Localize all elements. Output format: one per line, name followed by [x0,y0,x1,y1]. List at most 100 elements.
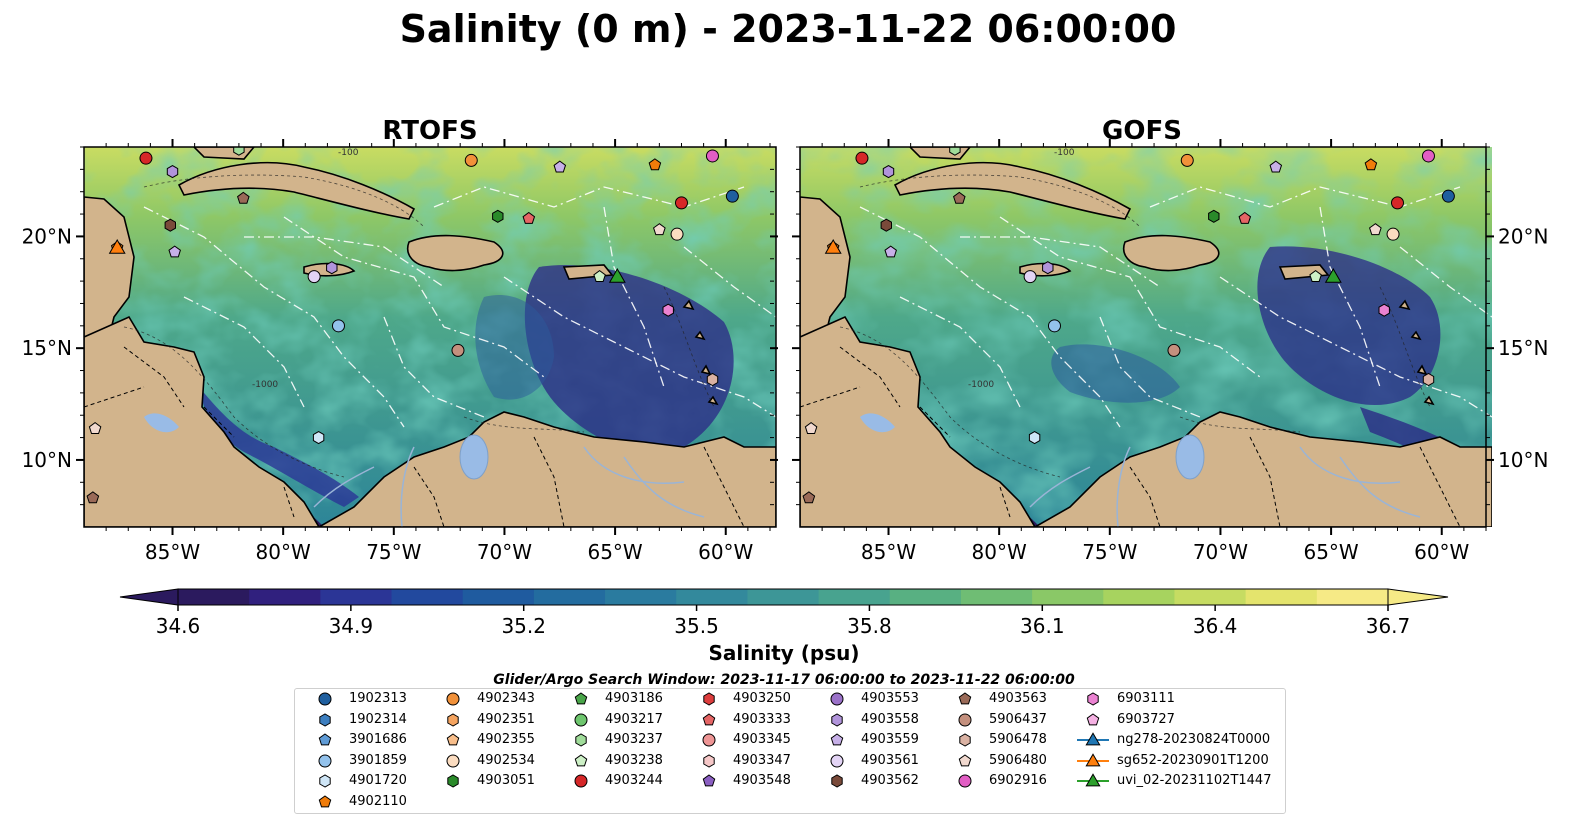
lon-tick-label: 75°W [366,540,421,564]
float-marker-4903559 [553,160,567,173]
contour-label-1000: -1000 [968,380,994,390]
float-marker-3901859 [331,319,345,333]
float-marker-4903563 [802,491,816,504]
float-marker-4903559 [1269,160,1283,173]
lon-tick-label: 85°W [861,540,916,564]
float-marker-4902534 [1386,227,1400,241]
legend-hexagon [703,754,715,768]
legend-marker-pentagon [318,795,332,808]
legend-circle [702,733,716,747]
lat-tick-label: 15°N [22,336,72,360]
float-marker-4902343 [464,153,478,167]
legend-marker-hexagon [703,754,715,768]
float-marker-4902110 [1364,158,1378,171]
legend-label: 1902314 [349,711,407,727]
float-marker-6902916 [705,149,719,163]
legend-marker-circle [318,754,332,768]
legend-label: sg652-20230901T1200 [1117,752,1269,768]
float-marker-5906478 [706,372,719,387]
float-marker-4903559 [168,245,181,258]
float-marker-4903244 [674,196,688,210]
colorbar-label: Salinity (psu) [708,641,859,665]
float-marker-4903238 [1309,269,1322,282]
legend-marker-hexagon [575,733,587,747]
float-markers [86,147,739,504]
float-marker-4903563 [86,491,100,504]
legend-label: 5906480 [989,752,1047,768]
lat-tick-label: 10°N [1498,448,1548,472]
legend-marker-pentagon [958,692,972,705]
colorbar-segment [960,589,1033,605]
float-marker-5906480 [1369,223,1382,236]
colorbar-segment [818,589,891,605]
float-marker-4903558 [166,165,179,179]
fresh-water-patch [524,265,734,454]
float-marker-4903562 [880,218,892,232]
panel-title-rtofs: RTOFS [382,116,477,146]
legend-hexagon [703,692,715,706]
float-marker-4903333 [522,211,536,224]
legend-label: 4903347 [733,752,791,768]
lake-maracaibo [1175,434,1205,480]
legend-label: 4903217 [605,711,663,727]
lon-tick-label: 75°W [1082,540,1137,564]
colorbar-tick-label: 36.4 [1193,614,1238,638]
lon-tick-label: 65°W [587,540,642,564]
legend-hexagon [1087,692,1099,706]
lat-tick-label: 20°N [22,224,72,248]
glider-marker-sg652-20230901T1200 [824,238,842,254]
legend-marker-pentagon [446,733,460,746]
colorbar-segment [747,589,820,605]
legend-hexagon [959,733,971,747]
legend-label: 4901720 [349,773,407,789]
legend-label: 6903727 [1117,711,1175,727]
legend-label: 4903250 [733,691,791,706]
colorbar-segment [1316,589,1389,605]
legend-label: 4903558 [861,711,919,727]
colorbar-tick-label: 36.1 [1020,614,1065,638]
float-marker-4902110 [648,158,662,171]
legend-marker-circle [958,713,972,727]
float-marker-4903563 [953,191,966,204]
legend-circle [830,754,844,768]
legend-label: 4902343 [477,691,535,706]
colorbar-segment [1245,589,1318,605]
legend-pentagon [830,733,844,746]
lon-tick-label: 65°W [1303,540,1358,564]
legend-label: 4903237 [605,732,663,748]
float-marker-3901859 [1047,319,1061,333]
float-marker-4901720 [1028,431,1041,445]
lat-tick-label: 15°N [1498,336,1548,360]
colorbar-segment [320,589,393,605]
depth-contours [123,174,715,478]
colorbar-extend-min [119,588,179,606]
contour-label-100: -100 [338,148,359,158]
legend-marker-pentagon [574,754,588,767]
fresh-water-patch-2 [475,295,554,400]
legend-label: uvi_02-20231102T1447 [1117,773,1272,789]
legend-marker-circle [958,774,972,788]
depth-contours [839,174,1431,478]
legend-pentagon [318,733,332,746]
legend-marker-circle [830,692,844,706]
eez-boundaries [859,186,1492,428]
lake-nicaragua [860,413,895,433]
legend-label: 4903333 [733,711,791,727]
fresh-water-patch-2 [1051,344,1180,403]
colorbar-tick-label: 36.7 [1366,614,1411,638]
legend-label: 4903186 [605,691,663,706]
legend-triangle [1085,732,1101,746]
float-marker-1902313 [1441,189,1455,203]
float-marker-4902534 [670,227,684,241]
float-marker-4903238 [593,269,606,282]
lake-maracaibo [459,434,489,480]
float-marker-4903562 [164,218,176,232]
legend-marker-triangle-line [1077,773,1109,787]
float-marker-6902916 [1421,149,1435,163]
float-marker-4903333 [1238,211,1252,224]
legend-hexagon [447,774,459,788]
legend-marker-circle [830,754,844,768]
legend-marker-pentagon [702,774,716,787]
legend-marker-pentagon [702,712,716,725]
